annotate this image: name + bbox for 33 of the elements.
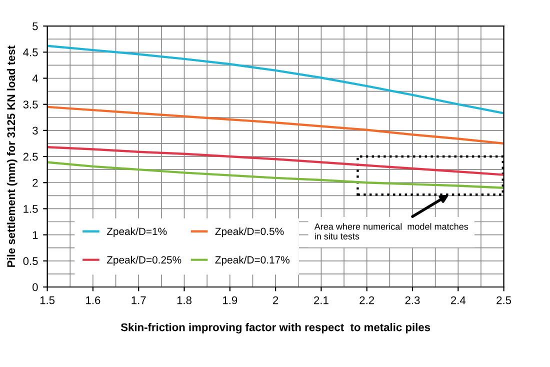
- annotation: Area where numerical model matches in situ tests: [314, 223, 468, 240]
- y-tick-label: 0.5: [23, 257, 38, 266]
- y-tick-label: 4: [32, 74, 38, 82]
- x-tick-label: 1.9: [223, 296, 238, 304]
- line-series: [47, 146, 504, 176]
- legend-label: Zpeak/D=0.17%: [215, 256, 290, 266]
- x-tick-label: 2.5: [496, 296, 512, 304]
- y-tick-label: 4.5: [23, 48, 38, 56]
- x-tick-label: 1.8: [177, 296, 192, 304]
- line-series: [47, 44, 504, 114]
- y-tick-label: 0: [32, 283, 38, 292]
- y-axis-title: Pile settlement (mm) for 3125 KN load test: [6, 46, 18, 267]
- legend-label: Zpeak/D=0.25%: [106, 256, 182, 266]
- y-tick-label: 5: [32, 22, 38, 30]
- line-series: [47, 106, 504, 145]
- y-tick-label: 1.5: [24, 205, 38, 213]
- y-tick-label: 3: [32, 126, 38, 135]
- x-tick-label: 2.3: [405, 296, 420, 304]
- x-tick-label: 2.1: [314, 296, 328, 304]
- x-tick-label: 1.6: [86, 296, 100, 304]
- legend-label: Zpeak/D=0.5%: [215, 227, 284, 238]
- x-axis-title: Skin-friction improving factor with respect to metalic piles: [120, 323, 430, 334]
- x-tick-label: 2.2: [360, 296, 374, 304]
- y-tick-label: 1: [32, 231, 38, 239]
- legend-label: Zpeak/D=1%: [106, 227, 167, 238]
- x-tick-label: 2.4: [450, 296, 466, 304]
- x-tick-label: 1.5: [40, 296, 55, 304]
- y-tick-label: 2.5: [23, 152, 38, 161]
- x-tick-label: 1.7: [132, 296, 146, 304]
- y-tick-label: 3.5: [23, 100, 38, 108]
- x-tick-label: 2: [273, 296, 278, 304]
- line-series: [47, 161, 504, 189]
- y-tick-label: 2: [32, 178, 38, 187]
